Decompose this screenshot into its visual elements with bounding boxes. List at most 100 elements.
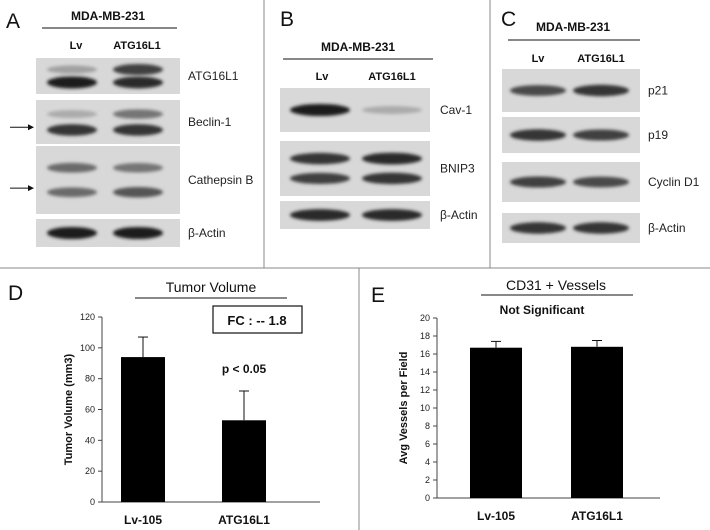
panel-b-lane-2: ATG16L1: [368, 71, 415, 83]
blot-b-actin-band: [362, 209, 422, 221]
chart-d-bar-atg16l1: [222, 420, 266, 502]
panel-a-cell-line: MDA-MB-231: [71, 9, 145, 23]
chart-d-y-tick-label: 100: [80, 343, 95, 353]
blot-a-cathepsin-b-label: Cathepsin B: [188, 173, 253, 187]
blot-c-cyclin-d1-band: [510, 176, 566, 188]
blot-c-p21-label: p21: [648, 84, 668, 98]
blot-c-actin-band: [510, 222, 566, 234]
blot-a-beclin-1-band: [47, 110, 97, 119]
chart-d-category-label: ATG16L1: [218, 513, 270, 527]
blot-a-actin-band: [113, 226, 163, 240]
panel-a-lane-1: Lv: [70, 40, 84, 52]
blot-a-atg16l1-band: [113, 63, 163, 76]
chart-e-y-tick-label: 12: [420, 385, 430, 395]
panel-b-cell-line: MDA-MB-231: [321, 40, 395, 54]
panel-c-cell-line: MDA-MB-231: [536, 20, 610, 34]
blot-a-beclin-1-band: [113, 109, 163, 119]
chart-d-y-tick-label: 20: [85, 466, 95, 476]
chart-d-y-tick-label: 60: [85, 405, 95, 415]
chart-e-y-tick-label: 2: [425, 475, 430, 485]
chart-d-y-tick-label: 120: [80, 312, 95, 322]
chart-e-y-axis-label: Avg Vessels per Field: [398, 352, 410, 465]
panel-a-letter: A: [6, 10, 20, 33]
fc-annotation-box: [212, 305, 303, 334]
blot-c-p19-label: p19: [648, 128, 668, 142]
blot-a-atg16l1-strip: [36, 58, 180, 94]
panel-b: B MDA-MB-231 Lv ATG16L1 Cav-1 BNIP3 β-Acti…: [280, 8, 478, 229]
chart-d-y-tick-label: 80: [85, 374, 95, 384]
panel-d: D Tumor Volume FC : -- 1.8 0 20 40 60 80 100 1…: [8, 279, 320, 527]
blot-b-bnip3-band: [290, 152, 350, 165]
panel-e: E CD31 + Vessels Not Significant 0 2 4 6 8 10…: [371, 277, 660, 523]
chart-e-y-tick-label: 8: [425, 421, 430, 431]
panel-a-blots: ATG16L1 Beclin-1 Cathepsin B β-Actin: [10, 58, 253, 247]
chart-e-y-tick-label: 4: [425, 457, 430, 467]
chart-e-bar-atg16l1: [571, 346, 623, 498]
blot-a-cathepsin-b-band: [47, 162, 97, 173]
chart-e-category-label: Lv-105: [477, 509, 515, 523]
blot-b-cav-1-band: [290, 103, 350, 117]
blot-a-beclin-1-label: Beclin-1: [188, 115, 232, 129]
blot-b-cav-1-band: [362, 106, 422, 114]
blot-b-actin-band: [290, 209, 350, 221]
chart-d-y-tick-label: 0: [90, 497, 95, 507]
chart-d-y-tick-label: 40: [85, 435, 95, 445]
panel-c-letter: C: [501, 8, 516, 31]
panel-c-lane-1: Lv: [532, 53, 546, 65]
panel-c-lane-2: ATG16L1: [577, 53, 624, 65]
blot-a-cathepsin-b-arrow-head-icon: [28, 185, 34, 192]
blot-b-actin-label: β-Actin: [440, 208, 478, 222]
blot-a-cathepsin-b-band: [113, 187, 163, 198]
chart-e-y-tick-label: 20: [420, 313, 430, 323]
blot-a-cathepsin-b-strip: [36, 146, 180, 214]
chart-d-title: Tumor Volume: [166, 279, 257, 295]
blot-a-beclin-1-strip: [36, 100, 180, 144]
chart-e-y-tick-label: 0: [425, 493, 430, 503]
chart-e-y-tick-label: 10: [420, 403, 430, 413]
chart-d-pvalue: p < 0.05: [222, 362, 267, 376]
blot-a-cathepsin-b-band: [113, 163, 163, 173]
blot-c-p19-band: [573, 129, 629, 141]
blot-a-atg16l1-band: [47, 76, 97, 89]
chart-e-subtitle: Not Significant: [500, 303, 585, 317]
chart-e-title: CD31 + Vessels: [506, 277, 606, 293]
blot-c-cyclin-d1-band: [573, 176, 629, 188]
blot-b-bnip3-label: BNIP3: [440, 162, 475, 176]
blot-c-p19-band: [510, 129, 566, 141]
blot-b-bnip3-band: [362, 172, 422, 185]
chart-e: 0 2 4 6 8 10 12 14 16 18 20 Lv-105 ATG16L1 Avg Vessel…: [398, 313, 660, 523]
chart-e-y-tick-label: 18: [420, 331, 430, 341]
blot-c-cyclin-d1-label: Cyclin D1: [648, 175, 700, 189]
blot-b-bnip3-strip: [280, 141, 430, 196]
blot-c-p21-band: [573, 84, 629, 97]
fc-annotation-text: FC : -- 1.8: [227, 313, 286, 328]
blot-b-bnip3-band: [290, 172, 350, 184]
panel-c: C MDA-MB-231 Lv ATG16L1 p21 p19 Cyclin D1 β…: [501, 8, 700, 243]
blot-a-atg16l1-band: [113, 76, 163, 89]
panel-b-lane-1: Lv: [316, 71, 330, 83]
blot-a-atg16l1-band: [47, 65, 97, 74]
blot-b-bnip3-band: [362, 152, 422, 165]
chart-d-category-label: Lv-105: [124, 513, 162, 527]
panel-b-letter: B: [280, 8, 294, 31]
blot-c-actin-band: [573, 222, 629, 234]
panel-b-blots: Cav-1 BNIP3 β-Actin: [280, 88, 478, 229]
chart-d-y-axis-label: Tumor Volume (mm3): [63, 353, 75, 465]
blot-a-beclin-1-arrow-head-icon: [28, 124, 34, 131]
panel-a: A MDA-MB-231 Lv ATG16L1 ATG16L1 Beclin-1 C…: [6, 9, 253, 247]
chart-e-bar-lv-105: [470, 347, 522, 498]
blot-a-beclin-1-band: [47, 124, 97, 136]
blot-a-actin-label: β-Actin: [188, 226, 226, 240]
chart-e-y-tick-label: 16: [420, 349, 430, 359]
blot-a-beclin-1-band: [113, 124, 163, 136]
blot-a-atg16l1-label: ATG16L1: [188, 69, 239, 83]
panel-e-letter: E: [371, 284, 385, 307]
blot-b-cav-1-label: Cav-1: [440, 103, 472, 117]
chart-d-bar-lv-105: [121, 357, 165, 502]
chart-e-category-label: ATG16L1: [571, 509, 623, 523]
panel-d-letter: D: [8, 282, 23, 305]
blot-a-cathepsin-b-band: [47, 187, 97, 198]
chart-e-y-tick-label: 6: [425, 439, 430, 449]
blot-c-actin-label: β-Actin: [648, 221, 686, 235]
